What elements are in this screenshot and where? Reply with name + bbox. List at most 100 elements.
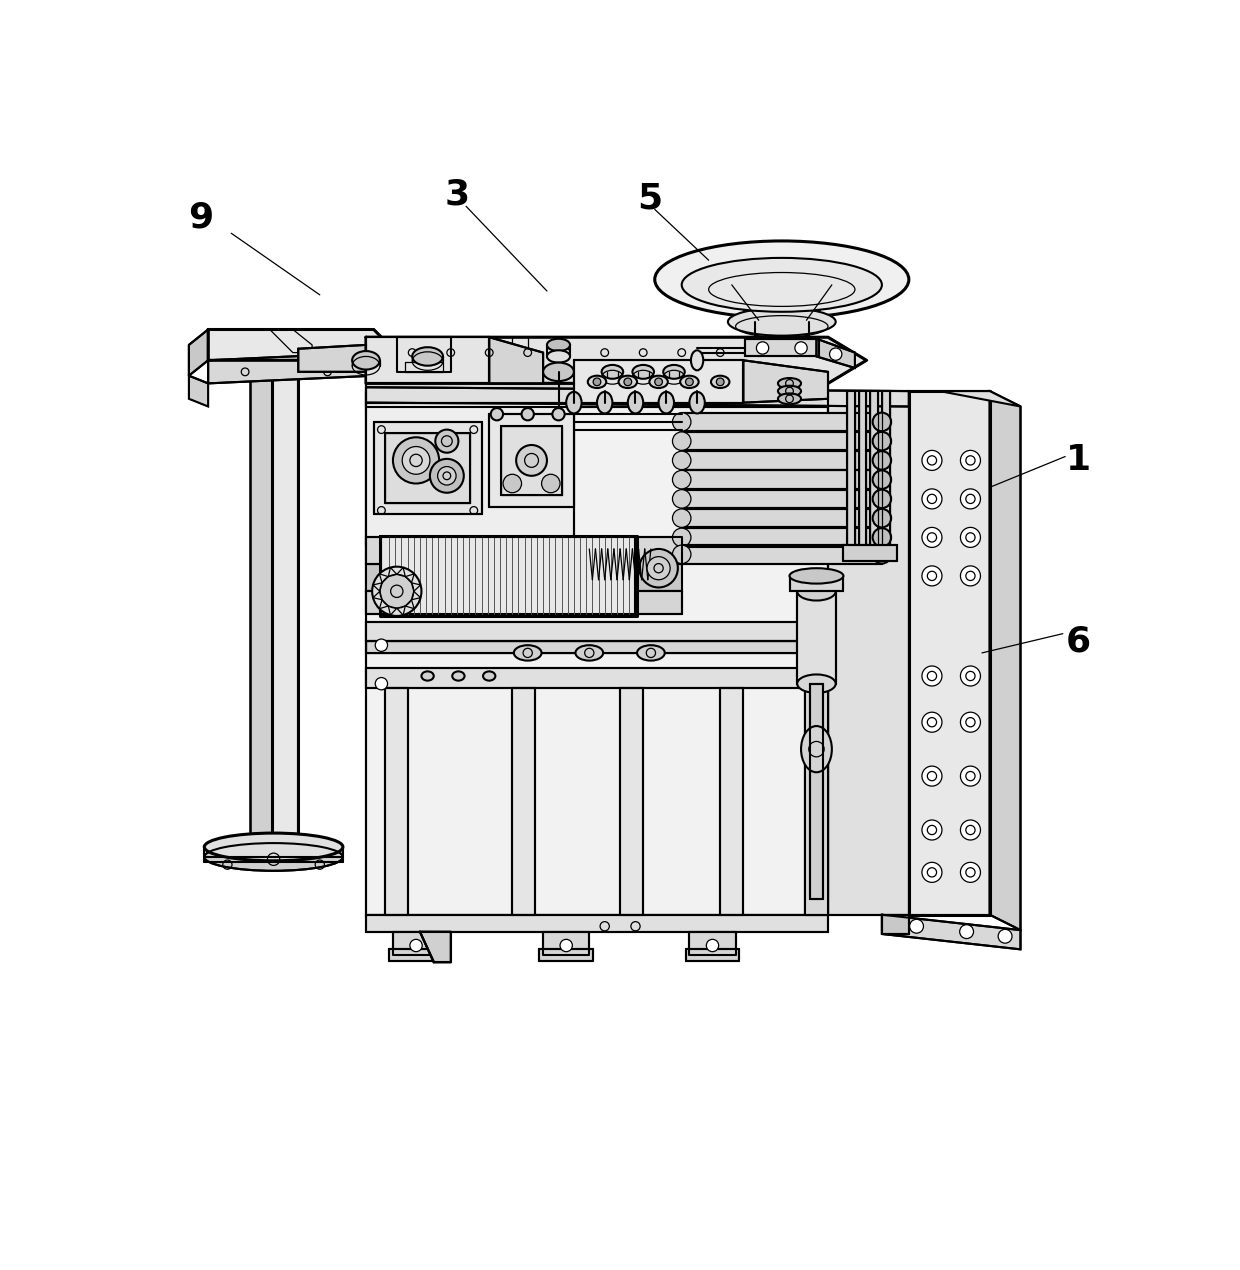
Circle shape: [998, 930, 1012, 944]
Ellipse shape: [797, 582, 836, 601]
Ellipse shape: [682, 258, 882, 312]
Circle shape: [341, 351, 352, 362]
Circle shape: [560, 940, 573, 951]
Polygon shape: [366, 338, 490, 384]
Circle shape: [379, 574, 414, 608]
Polygon shape: [859, 391, 867, 545]
Ellipse shape: [691, 351, 703, 371]
Circle shape: [921, 862, 942, 883]
Circle shape: [435, 429, 459, 452]
Ellipse shape: [658, 392, 675, 414]
Text: 5: 5: [637, 182, 662, 216]
Circle shape: [491, 408, 503, 420]
Circle shape: [961, 527, 981, 547]
Ellipse shape: [547, 351, 570, 363]
Polygon shape: [501, 425, 563, 495]
Circle shape: [430, 458, 464, 493]
Polygon shape: [805, 687, 828, 914]
Ellipse shape: [873, 490, 892, 508]
Ellipse shape: [205, 833, 343, 861]
Polygon shape: [393, 932, 439, 955]
Circle shape: [655, 378, 662, 386]
Ellipse shape: [728, 307, 836, 335]
Ellipse shape: [637, 645, 665, 660]
Polygon shape: [682, 413, 882, 431]
Ellipse shape: [632, 364, 653, 378]
Polygon shape: [366, 622, 828, 641]
Circle shape: [372, 566, 422, 616]
Circle shape: [910, 919, 924, 933]
Ellipse shape: [689, 392, 704, 414]
Polygon shape: [790, 575, 843, 592]
Polygon shape: [909, 391, 1021, 406]
Ellipse shape: [672, 413, 691, 431]
Polygon shape: [682, 470, 882, 489]
Ellipse shape: [873, 470, 892, 489]
Polygon shape: [272, 338, 299, 834]
Ellipse shape: [547, 339, 570, 351]
Ellipse shape: [650, 376, 668, 389]
Polygon shape: [843, 545, 898, 560]
Circle shape: [402, 447, 430, 474]
Circle shape: [961, 566, 981, 585]
Polygon shape: [208, 329, 397, 361]
Ellipse shape: [672, 509, 691, 527]
Polygon shape: [828, 391, 909, 914]
Polygon shape: [882, 391, 889, 545]
Ellipse shape: [567, 392, 582, 414]
Circle shape: [376, 677, 388, 690]
Polygon shape: [389, 950, 443, 961]
Polygon shape: [366, 384, 828, 406]
Ellipse shape: [513, 645, 542, 660]
Ellipse shape: [588, 376, 606, 389]
Circle shape: [830, 348, 842, 361]
Circle shape: [921, 489, 942, 509]
Circle shape: [393, 437, 439, 484]
Text: 3: 3: [444, 178, 470, 212]
Polygon shape: [366, 387, 909, 406]
Ellipse shape: [619, 376, 637, 389]
Polygon shape: [366, 391, 828, 914]
Polygon shape: [543, 932, 589, 955]
Circle shape: [624, 378, 631, 386]
Polygon shape: [686, 950, 739, 961]
Ellipse shape: [422, 672, 434, 681]
Polygon shape: [682, 432, 882, 451]
Circle shape: [686, 378, 693, 386]
Polygon shape: [882, 914, 909, 933]
Polygon shape: [386, 687, 408, 914]
Polygon shape: [682, 545, 882, 564]
Polygon shape: [720, 687, 743, 914]
Polygon shape: [386, 433, 470, 503]
Ellipse shape: [790, 568, 843, 584]
Ellipse shape: [543, 363, 574, 381]
Circle shape: [516, 444, 547, 476]
Circle shape: [961, 489, 981, 509]
Polygon shape: [990, 391, 1021, 930]
Circle shape: [921, 665, 942, 686]
Polygon shape: [366, 641, 828, 653]
Ellipse shape: [453, 672, 465, 681]
Text: 9: 9: [187, 201, 213, 235]
Polygon shape: [366, 338, 867, 384]
Polygon shape: [797, 592, 836, 683]
Circle shape: [921, 766, 942, 786]
Polygon shape: [420, 932, 450, 963]
Polygon shape: [299, 345, 366, 372]
Circle shape: [795, 342, 807, 354]
Polygon shape: [882, 914, 1021, 950]
Circle shape: [921, 566, 942, 585]
Ellipse shape: [352, 351, 379, 370]
Polygon shape: [188, 376, 208, 406]
Ellipse shape: [575, 645, 603, 660]
Circle shape: [376, 639, 388, 652]
Polygon shape: [250, 338, 272, 846]
Polygon shape: [366, 668, 828, 687]
Polygon shape: [366, 592, 682, 615]
Polygon shape: [682, 509, 882, 527]
Circle shape: [921, 527, 942, 547]
Circle shape: [503, 474, 522, 493]
Polygon shape: [847, 391, 854, 545]
Polygon shape: [689, 932, 735, 955]
Ellipse shape: [601, 364, 624, 378]
